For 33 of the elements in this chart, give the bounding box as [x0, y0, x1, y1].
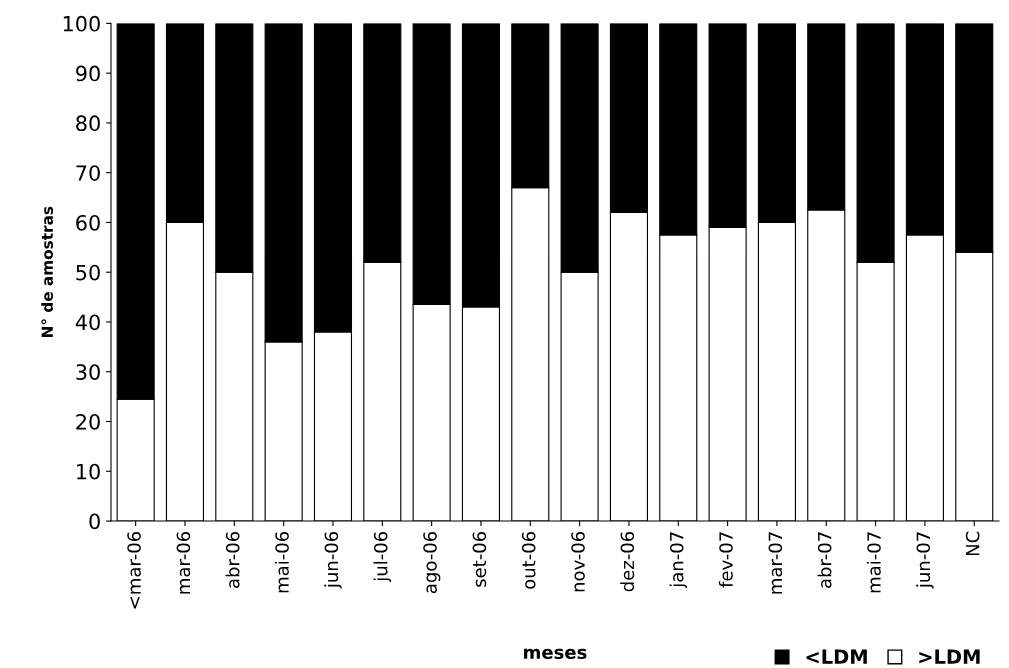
y-tick-label: 80 [76, 115, 100, 132]
x-tick-label: dez-06 [620, 531, 635, 592]
x-tick-label: jan-07 [669, 532, 688, 589]
x-tick-label: fev-07 [718, 532, 733, 588]
x-tick-label: ago-06 [423, 531, 441, 594]
x-tick-label: mar-06 [176, 531, 191, 594]
x-tick-label: NC [965, 531, 980, 556]
x-tick-label: jul-06 [373, 531, 392, 583]
x-tick-label: mai-06 [274, 531, 289, 593]
legend-label: >LDM [919, 649, 980, 664]
y-tick-label: 70 [76, 165, 100, 181]
y-tick-label: 40 [75, 314, 100, 331]
y-axis-title: N° de amostras [41, 206, 53, 338]
x-tick-label: abr-07 [817, 532, 832, 588]
y-tick-label: 100 [63, 15, 100, 32]
x-tick-label: out-06 [521, 531, 536, 589]
x-tick-label: <mar-06 [127, 531, 141, 609]
x-axis-title: meses [524, 648, 587, 659]
y-tick-label: 20 [76, 413, 100, 430]
y-tick-label: 30 [76, 364, 100, 380]
legend-label: <LDM [806, 649, 867, 664]
x-tick-label: jun-06 [324, 531, 342, 589]
x-tick-label: set-06 [472, 531, 487, 587]
x-tick-label: abr-06 [225, 531, 240, 588]
y-tick-label: 90 [76, 65, 100, 82]
y-tick-label: 10 [77, 463, 100, 480]
y-tick-label: 0 [89, 513, 100, 530]
x-tick-label: jun-07 [916, 532, 934, 589]
y-tick-label: 60 [76, 214, 100, 231]
x-tick-label: mar-07 [768, 532, 783, 594]
y-tick-label: 50 [76, 264, 100, 281]
x-tick-label: mai-07 [866, 532, 881, 593]
x-tick-label: nov-06 [571, 531, 585, 592]
